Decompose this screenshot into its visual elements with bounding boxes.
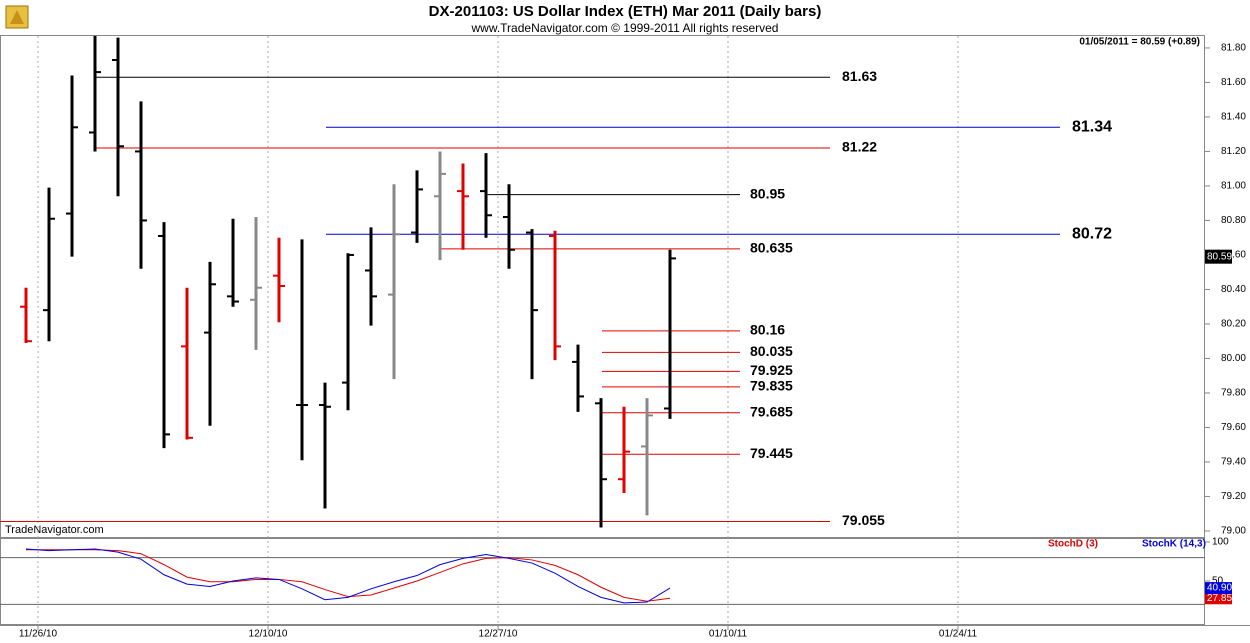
level-label: 79.685 [750, 403, 793, 419]
y-tick-label: 80.60 [1221, 250, 1246, 261]
value-box [1205, 582, 1232, 595]
last-price-box [1205, 249, 1232, 264]
y-tick-label: 50 [1212, 576, 1224, 587]
legend-entry: StochK (14,3) [1142, 539, 1206, 550]
stoch-panel [0, 538, 1205, 625]
level-label: 80.16 [750, 322, 785, 338]
chart-subtitle: www.TradeNavigator.com © 1999-2011 All r… [471, 21, 779, 35]
chart-title: DX-201103: US Dollar Index (ETH) Mar 201… [429, 3, 822, 20]
value-label: 40.90 [1207, 583, 1232, 594]
y-tick-label: 81.40 [1221, 112, 1246, 123]
legend-entry: StochD (3) [1048, 539, 1098, 550]
level-label: 81.63 [842, 68, 877, 84]
level-label: 79.445 [750, 445, 793, 461]
last-price-label: 80.59 [1207, 251, 1232, 262]
y-tick-label: 79.60 [1221, 422, 1246, 433]
value-label: 27.85 [1207, 593, 1232, 604]
level-label: 80.95 [750, 185, 785, 201]
x-tick-label: 12/27/10 [479, 629, 518, 640]
y-tick-label: 79.00 [1221, 526, 1246, 537]
y-tick-label: 81.80 [1221, 43, 1246, 54]
y-tick-label: 81.60 [1221, 77, 1246, 88]
y-tick-label: 79.80 [1221, 388, 1246, 399]
level-label: 81.22 [842, 139, 877, 155]
y-tick-label: 81.20 [1221, 146, 1246, 157]
y-tick-label: 80.20 [1221, 319, 1246, 330]
value-box [1205, 592, 1232, 605]
y-tick-label: 81.00 [1221, 181, 1246, 192]
y-tick-label: 80.80 [1221, 215, 1246, 226]
x-tick-label: 01/24/11 [939, 629, 978, 640]
y-tick-label: 79.40 [1221, 457, 1246, 468]
stoch-line [26, 549, 671, 602]
y-tick-label: 100 [1212, 537, 1229, 548]
y-tick-label: 79.20 [1221, 491, 1246, 502]
header-note: 01/05/2011 = 80.59 (+0.89) [1079, 37, 1200, 48]
y-tick-label: 80.00 [1221, 353, 1246, 364]
level-label: 80.72 [1072, 225, 1112, 242]
level-label: 80.635 [750, 240, 793, 256]
watermark: TradeNavigator.com [5, 524, 104, 536]
level-label: 79.055 [842, 512, 885, 528]
logo [5, 5, 29, 29]
x-tick-label: 01/10/11 [709, 629, 748, 640]
level-label: 79.835 [750, 378, 793, 394]
x-tick-label: 11/26/10 [19, 629, 58, 640]
price-panel [0, 35, 1205, 538]
x-tick-label: 12/10/10 [249, 629, 288, 640]
level-label: 80.035 [750, 343, 793, 359]
level-label: 79.925 [750, 362, 793, 378]
y-tick-label: 80.40 [1221, 284, 1246, 295]
stoch-line [25, 548, 671, 604]
level-label: 81.34 [1072, 119, 1112, 136]
